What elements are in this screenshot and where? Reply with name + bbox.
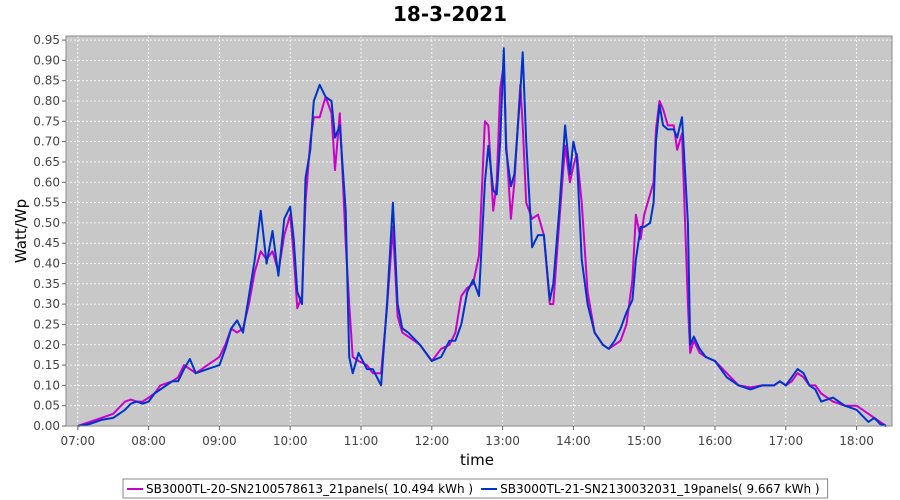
y-tick-label: 0.55 xyxy=(33,196,60,210)
y-tick-label: 0.95 xyxy=(33,33,60,47)
series-line-2 xyxy=(77,47,887,427)
y-tick-label: 0.30 xyxy=(33,297,60,311)
y-tick-label: 0.75 xyxy=(33,114,60,128)
chart-title: 18-3-2021 xyxy=(393,2,507,26)
y-tick-label: 0.05 xyxy=(33,399,60,413)
legend-entry: SB3000TL-21-SN2130032031_19panels( 9.667… xyxy=(500,482,819,496)
legend: SB3000TL-20-SN2100578613_21panels( 10.49… xyxy=(122,478,829,499)
plot-background xyxy=(66,36,892,426)
x-tick-label: 08:00 xyxy=(131,434,166,448)
y-axis-label: Watt/Wp xyxy=(12,199,30,263)
y-tick-label: 0.70 xyxy=(33,135,60,149)
legend-entry: SB3000TL-20-SN2100578613_21panels( 10.49… xyxy=(146,482,473,496)
y-tick-label: 0.10 xyxy=(33,378,60,392)
plot-border xyxy=(65,35,893,427)
series-lines xyxy=(77,47,887,427)
legend-box xyxy=(122,478,829,499)
x-tick-label: 16:00 xyxy=(698,434,733,448)
y-tick-label: 0.00 xyxy=(33,419,60,433)
x-tick-label: 07:00 xyxy=(61,434,96,448)
x-tick-label: 14:00 xyxy=(556,434,591,448)
y-tick-label: 0.65 xyxy=(33,155,60,169)
y-axis: 0.00 0.05 0.10 0.15 0.20 0.25 0.30 0.35 0.40 0.45… xyxy=(33,33,66,433)
y-tick-label: 0.25 xyxy=(33,317,60,331)
x-tick-label: 10:00 xyxy=(273,434,308,448)
x-axis-label: time xyxy=(460,451,494,469)
gridlines xyxy=(66,36,892,427)
plot-area xyxy=(65,35,893,427)
y-tick-label: 0.15 xyxy=(33,358,60,372)
y-tick-label: 0.40 xyxy=(33,257,60,271)
y-tick-label: 0.35 xyxy=(33,277,60,291)
y-tick-label: 0.60 xyxy=(33,175,60,189)
x-tick-label: 17:00 xyxy=(769,434,804,448)
y-tick-label: 0.45 xyxy=(33,236,60,250)
x-tick-label: 12:00 xyxy=(415,434,450,448)
x-tick-label: 09:00 xyxy=(202,434,237,448)
x-tick-label: 11:00 xyxy=(344,434,379,448)
x-axis: 07:00 08:00 09:00 10:00 11:00 12:00 13:00 14:00… xyxy=(61,426,874,448)
y-tick-label: 0.85 xyxy=(33,74,60,88)
y-tick-label: 0.80 xyxy=(33,94,60,108)
y-tick-label: 0.50 xyxy=(33,216,60,230)
x-tick-label: 18:00 xyxy=(839,434,874,448)
x-tick-label: 13:00 xyxy=(485,434,520,448)
x-tick-label: 15:00 xyxy=(627,434,662,448)
y-tick-label: 0.90 xyxy=(33,53,60,67)
y-tick-label: 0.20 xyxy=(33,338,60,352)
